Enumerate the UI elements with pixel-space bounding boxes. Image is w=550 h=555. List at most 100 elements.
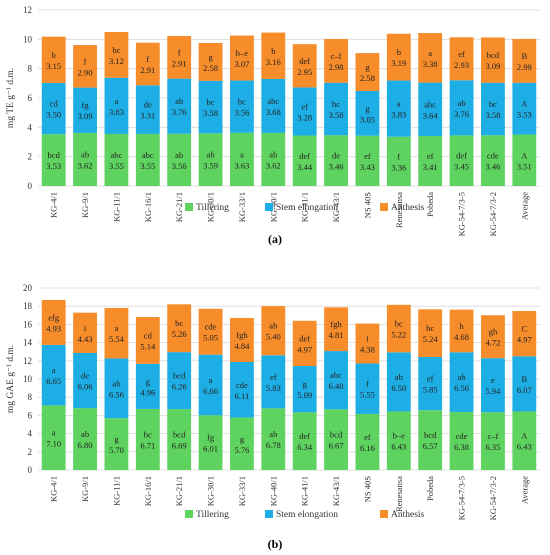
data-label: 4.97 (517, 335, 532, 345)
bar-segment-tillering (449, 411, 474, 470)
bar-segment-stem-elongation (449, 80, 474, 136)
bar-segment-anthesis (104, 32, 129, 78)
data-label: 3.36 (391, 162, 406, 172)
y-tick-label: 6 (28, 410, 33, 420)
significance-letter: abc (111, 150, 123, 160)
significance-letter: bc (238, 97, 246, 107)
y-tick-label: 8 (28, 64, 33, 74)
bar-segment-anthesis (261, 306, 286, 356)
bar-segment-anthesis (418, 33, 443, 83)
significance-letter: ef (364, 151, 371, 161)
bar-segment-stem-elongation (104, 77, 129, 134)
data-label: 3.53 (46, 161, 61, 171)
data-label: 5.40 (266, 332, 281, 342)
significance-letter: abc (142, 150, 154, 160)
data-label: 2.95 (297, 67, 312, 77)
data-label: 3.31 (140, 111, 155, 121)
bar-segment-tillering (386, 411, 411, 470)
data-label: 2.90 (78, 67, 93, 77)
significance-letter: b (52, 50, 56, 60)
data-label: 6.66 (203, 386, 218, 396)
significance-letter: ab (269, 149, 277, 159)
data-label: 5.14 (140, 341, 156, 351)
bar-segment-anthesis (198, 43, 223, 81)
bar-segment-stem-elongation (41, 344, 66, 406)
x-tick-label: KG-43/1 (331, 192, 341, 222)
y-tick-label: 2 (28, 447, 33, 457)
data-label: 3.51 (517, 161, 532, 171)
bar-segment-tillering (512, 134, 537, 186)
bar-segment-tillering (386, 136, 411, 186)
x-tick-label: KG-16/1 (143, 476, 153, 506)
y-axis-title: mg TE g⁻¹ d.m. (6, 68, 16, 128)
bar-segment-stem-elongation (230, 80, 254, 133)
bar-segment-tillering (167, 133, 192, 186)
bar-segment-stem-elongation (355, 90, 380, 136)
data-label: 6.78 (266, 440, 281, 450)
bar-segment-stem-elongation (386, 80, 411, 137)
data-label: 3.68 (266, 107, 281, 117)
significance-letter: de (332, 151, 340, 161)
x-tick-label: KG-54-7/3-2 (488, 192, 498, 236)
data-label: 5.55 (360, 390, 375, 400)
significance-letter: a (115, 323, 119, 333)
x-tick-label: NS 40S (362, 476, 372, 502)
x-tick-label: Renesansa (394, 192, 404, 228)
significance-letter: f (397, 151, 400, 161)
significance-letter: a (428, 48, 432, 58)
data-label: 6.57 (423, 441, 438, 451)
x-tick-label: KG-33/1 (237, 476, 247, 506)
data-label: 6.07 (517, 385, 532, 395)
data-label: 3.44 (297, 162, 313, 172)
y-tick-label: 18 (23, 301, 33, 311)
bar-segment-anthesis (73, 312, 97, 353)
legend-swatch (265, 203, 273, 211)
bar-segment-stem-elongation (512, 82, 537, 135)
significance-letter: ef (427, 151, 434, 161)
data-label: 5.76 (235, 445, 250, 455)
x-tick-label: KG-11/1 (111, 192, 121, 222)
data-label: 6.50 (391, 383, 406, 393)
bar-segment-stem-elongation (135, 85, 160, 134)
data-label: 2.99 (517, 62, 532, 72)
significance-letter: ef (301, 101, 308, 111)
significance-letter: def (299, 56, 310, 66)
y-tick-label: 2 (28, 152, 33, 162)
bar-segment-tillering (198, 415, 223, 470)
significance-letter: def (299, 431, 310, 441)
bar-segment-anthesis (386, 304, 411, 353)
bar-segment-stem-elongation (198, 354, 223, 416)
y-tick-label: 8 (28, 392, 33, 402)
legend-label: Stem elongation (276, 203, 338, 213)
significance-letter: ab (269, 429, 277, 439)
significance-letter: ab (81, 149, 89, 159)
y-tick-label: 10 (23, 374, 33, 384)
bar-segment-stem-elongation (292, 365, 317, 413)
significance-letter: de (144, 100, 152, 110)
significance-letter: A (521, 150, 528, 160)
bar-segment-tillering (481, 135, 505, 186)
data-label: 3.16 (266, 57, 281, 67)
significance-letter: a (209, 375, 213, 385)
bar-segment-tillering (481, 412, 505, 470)
data-label: 4.81 (329, 330, 344, 340)
data-label: 2.91 (140, 65, 155, 75)
x-tick-label: Renesansa (394, 476, 404, 512)
bar-segment-anthesis (449, 309, 474, 353)
bar-segment-anthesis (41, 36, 66, 83)
data-label: 3.76 (172, 107, 187, 117)
data-label: 2.98 (329, 62, 344, 72)
significance-letter: abc (424, 99, 436, 109)
bar-segment-anthesis (230, 35, 254, 81)
x-tick-label: KG-54-7/3-5 (457, 476, 467, 520)
significance-letter: g (240, 434, 245, 444)
bar-segment-anthesis (167, 304, 192, 353)
x-tick-label: KG-4/1 (49, 192, 59, 218)
data-label: 3.63 (235, 160, 250, 170)
data-label: 3.19 (391, 58, 406, 68)
data-label: 3.38 (423, 59, 438, 69)
significance-letter: a (115, 96, 119, 106)
data-label: 4.97 (297, 344, 312, 354)
data-label: 3.62 (266, 160, 281, 170)
